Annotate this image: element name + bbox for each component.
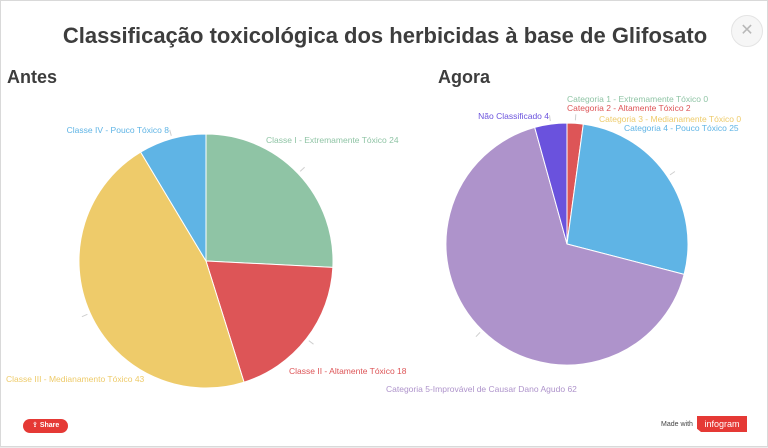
slice-label-agora-4: Categoria 4 - Pouco Tóxico 25 (624, 123, 739, 133)
leader-line-antes-4 (170, 130, 172, 136)
leader-line-agora-5 (476, 332, 480, 336)
share-icon: ⇪ (32, 422, 40, 429)
slice-label-antes-1: Classe I - Extremamente Tóxico 24 (266, 135, 399, 145)
slice-label-antes-4: Classe IV - Pouco Tóxico 8 (67, 125, 170, 135)
share-label: Share (40, 422, 59, 429)
slice-label-agora-2: Categoria 2 - Altamente Tóxico 2 (567, 103, 691, 113)
pie-slice-antes-1[interactable] (206, 134, 333, 267)
made-with-text: Made with (661, 421, 693, 428)
slice-label-agora-5: Categoria 5-Improvável de Causar Dano Ag… (386, 384, 577, 394)
slice-label-agora-6: Não Classificado 4 (478, 111, 549, 121)
leader-line-antes-3 (82, 314, 88, 316)
share-button[interactable]: ⇪ Share (23, 419, 68, 433)
leader-line-antes-2 (309, 341, 314, 345)
slice-label-antes-2: Classe II - Altamente Tóxico 18 (289, 366, 407, 376)
slice-label-antes-3: Classe III - Medianamento Tóxico 43 (6, 374, 145, 384)
leader-line-agora-4 (670, 172, 675, 175)
leader-line-agora-6 (550, 115, 551, 121)
leader-line-antes-1 (300, 167, 304, 171)
infogram-logo[interactable]: infogram (697, 416, 747, 432)
